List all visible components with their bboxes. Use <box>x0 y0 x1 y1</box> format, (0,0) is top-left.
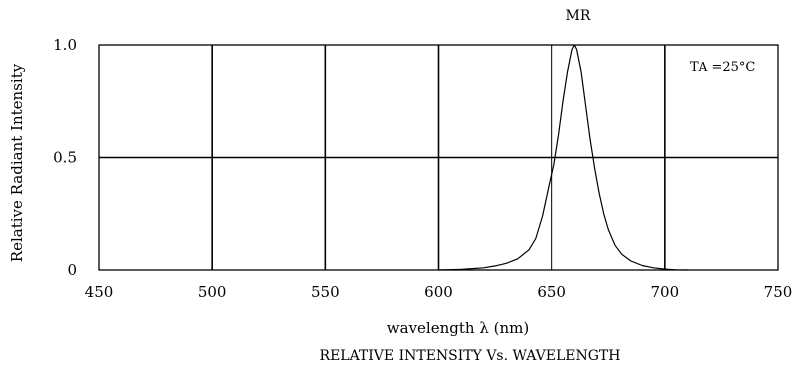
x-tick-label: 600 <box>424 283 453 301</box>
x-tick-label: 650 <box>537 283 566 301</box>
y-tick-label: 0.5 <box>53 149 77 167</box>
x-tick-label: 750 <box>764 283 793 301</box>
x-tick-label: 550 <box>311 283 340 301</box>
series-label: MR <box>566 8 591 24</box>
series-line-mr <box>438 44 688 271</box>
x-tick-label: 500 <box>198 283 227 301</box>
tick-labels: 450 500 550 600 650 700 750 0 0.5 1.0 <box>53 36 792 301</box>
x-tick-label: 450 <box>85 283 114 301</box>
x-axis-label: wavelength λ (nm) <box>387 319 529 337</box>
annotation-rest: =25°C <box>707 60 755 75</box>
x-tick-label: 700 <box>651 283 680 301</box>
chart-title: RELATIVE INTENSITY Vs. WAVELENGTH <box>320 348 621 364</box>
y-tick-label: 1.0 <box>53 36 77 54</box>
series-layer <box>438 44 688 271</box>
y-axis-label: Relative Radiant Intensity <box>8 63 26 262</box>
temperature-annotation: TA =25°C <box>690 60 755 75</box>
y-tick-label: 0 <box>67 261 77 279</box>
annotation-subscript: A <box>698 60 708 74</box>
grid-layer <box>99 45 778 270</box>
annotation-main: T <box>690 60 699 75</box>
